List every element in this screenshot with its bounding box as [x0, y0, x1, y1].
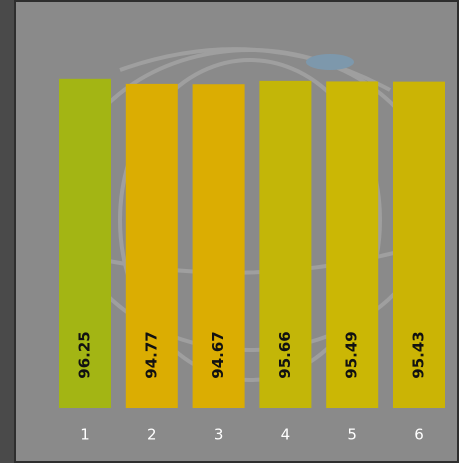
- x-tick-label: 2: [147, 426, 157, 444]
- bar: [59, 78, 111, 408]
- bar: [192, 84, 245, 408]
- bar: [326, 81, 379, 409]
- value-label: 96.25: [76, 331, 94, 378]
- plot: 96.25 1 94.77 2 94.67 3 95.66 4 95.49 5 95.43 6: [59, 78, 445, 444]
- x-tick-label: 6: [414, 426, 424, 444]
- x-tick-label: 5: [347, 426, 357, 444]
- bar: [393, 81, 445, 409]
- x-tick-label: 4: [281, 426, 291, 444]
- value-label: 94.67: [209, 331, 227, 378]
- background-sketch-accent: [306, 54, 354, 70]
- value-label: 95.49: [343, 331, 361, 378]
- bar: [259, 80, 312, 408]
- value-label: 94.77: [142, 331, 160, 378]
- value-label: 95.66: [276, 331, 294, 378]
- bar: [125, 83, 178, 408]
- x-tick-label: 1: [80, 426, 90, 444]
- x-tick-label: 3: [214, 426, 224, 444]
- value-label: 95.43: [410, 331, 428, 378]
